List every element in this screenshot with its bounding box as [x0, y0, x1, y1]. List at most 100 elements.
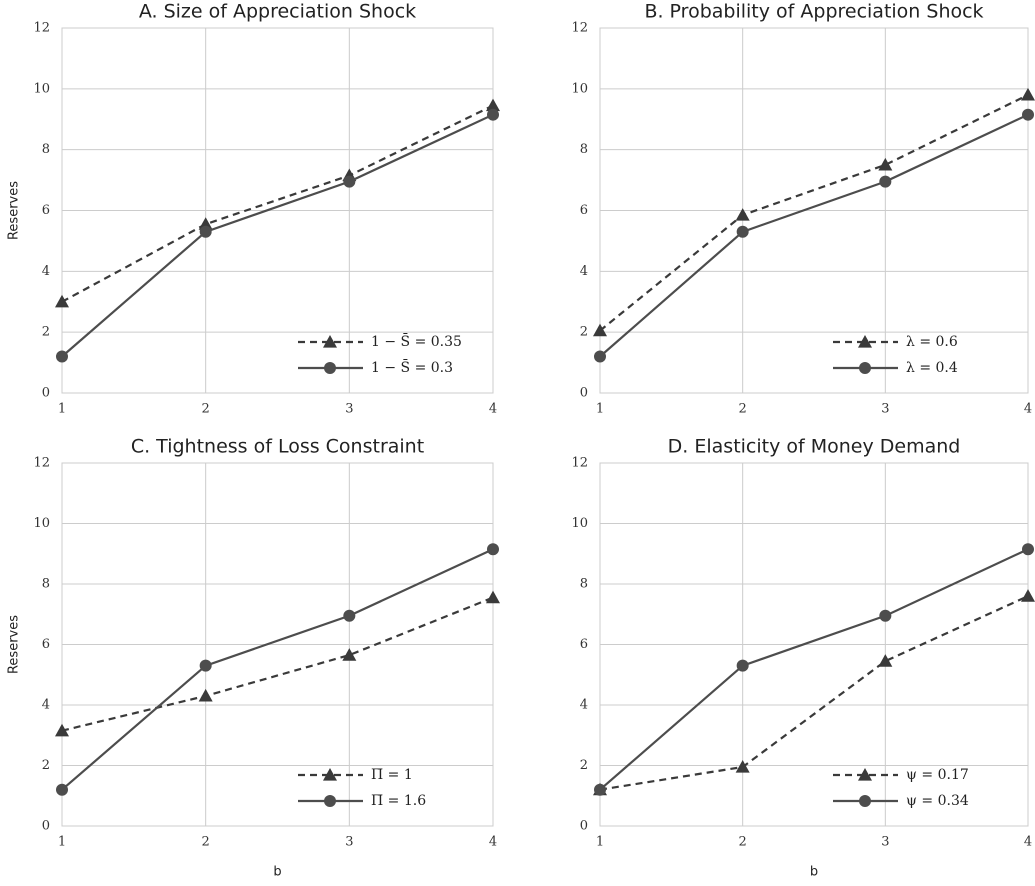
legend-label: Π̄ = 1.6	[371, 793, 426, 809]
series-line	[61, 548, 494, 791]
legend: λ = 0.6 λ = 0.4	[833, 334, 958, 376]
x-tick-label: 4	[1024, 402, 1032, 417]
y-axis-label: Reserves	[7, 615, 22, 674]
legend-label: ψ = 0.17	[906, 767, 969, 783]
x-tick-label: 4	[489, 835, 497, 850]
y-tick-label: 12	[571, 456, 588, 471]
marker	[199, 659, 212, 672]
legend-marker	[858, 768, 872, 781]
y-tick-label: 4	[42, 698, 50, 713]
y-tick-label: 8	[580, 577, 588, 592]
y-tick-label: 10	[33, 516, 50, 531]
legend-marker	[859, 795, 871, 807]
x-tick-label: 2	[739, 402, 747, 417]
marker	[56, 783, 68, 796]
x-tick-label: 3	[345, 402, 353, 417]
legend-label: Π̄ = 1	[371, 767, 413, 783]
marker	[487, 108, 499, 121]
x-tick-label: 2	[202, 402, 210, 417]
marker	[55, 723, 69, 737]
y-tick-label: 4	[580, 698, 588, 713]
legend-marker	[324, 362, 336, 374]
series-line	[599, 113, 1029, 358]
marker	[879, 609, 892, 622]
y-axis-label: Reserves	[7, 181, 22, 240]
series-line	[599, 595, 1029, 791]
legend-label: λ = 0.6	[906, 334, 958, 350]
marker	[56, 350, 68, 363]
series-line	[61, 113, 494, 358]
y-tick-label: 8	[580, 142, 588, 157]
y-tick-label: 4	[42, 264, 50, 279]
x-tick-label: 2	[202, 835, 210, 850]
marker	[198, 217, 213, 230]
y-tick-label: 10	[571, 81, 588, 96]
series-line	[61, 104, 494, 303]
marker	[879, 175, 892, 188]
x-tick-label: 1	[596, 835, 604, 850]
marker	[593, 323, 607, 337]
series-line	[599, 548, 1029, 791]
y-tick-label: 8	[42, 142, 50, 157]
legend-marker	[324, 795, 336, 807]
legend: ψ = 0.17 ψ = 0.34	[833, 767, 969, 809]
x-tick-label: 3	[881, 402, 889, 417]
marker	[736, 225, 749, 238]
marker	[594, 350, 606, 363]
y-tick-label: 6	[42, 203, 50, 218]
legend-marker	[858, 335, 872, 348]
marker	[343, 609, 356, 622]
marker	[55, 294, 69, 308]
x-tick-label: 3	[881, 835, 889, 850]
marker	[878, 654, 893, 667]
x-tick-label: 4	[1024, 835, 1032, 850]
marker	[594, 783, 606, 796]
series-line	[61, 596, 494, 732]
x-tick-label: 3	[345, 835, 353, 850]
y-tick-label: 6	[580, 203, 588, 218]
chart-title: A. Size of Appreciation Shock	[139, 1, 416, 23]
x-tick-label: 1	[58, 835, 66, 850]
y-tick-label: 2	[42, 758, 50, 773]
y-tick-label: 8	[42, 577, 50, 592]
y-tick-label: 12	[571, 21, 588, 36]
legend-label: 1 − S̄ = 0.3	[371, 358, 453, 376]
y-tick-label: 12	[33, 456, 50, 471]
x-tick-label: 2	[739, 835, 747, 850]
marker	[1022, 543, 1034, 556]
legend-label: λ = 0.4	[906, 360, 958, 376]
y-tick-label: 4	[580, 264, 588, 279]
y-tick-label: 2	[580, 325, 588, 340]
x-tick-label: 1	[596, 402, 604, 417]
x-tick-label: 1	[58, 402, 66, 417]
y-tick-label: 0	[42, 819, 50, 834]
y-tick-label: 0	[580, 819, 588, 834]
y-tick-label: 6	[42, 637, 50, 652]
legend: 1 − S̄ = 0.35 1 − S̄ = 0.3	[298, 332, 462, 376]
legend-label: ψ = 0.34	[906, 793, 969, 809]
series-line	[599, 93, 1029, 332]
x-axis-label: b	[273, 865, 281, 880]
x-tick-label: 4	[489, 402, 497, 417]
marker	[1021, 589, 1035, 602]
y-tick-label: 12	[33, 21, 50, 36]
legend: Π̄ = 1 Π̄ = 1.6	[298, 767, 426, 809]
chart-title: C. Tightness of Loss Constraint	[131, 436, 424, 458]
marker	[343, 175, 356, 188]
legend-label: 1 − S̄ = 0.35	[371, 332, 462, 350]
y-tick-label: 2	[580, 758, 588, 773]
marker	[198, 688, 213, 702]
marker	[878, 157, 893, 171]
marker	[199, 225, 212, 238]
marker	[736, 659, 749, 672]
marker	[487, 543, 499, 556]
chart-title: D. Elasticity of Money Demand	[668, 436, 961, 458]
marker	[735, 208, 750, 221]
legend-marker	[323, 335, 337, 348]
y-tick-label: 6	[580, 637, 588, 652]
marker	[486, 590, 500, 604]
